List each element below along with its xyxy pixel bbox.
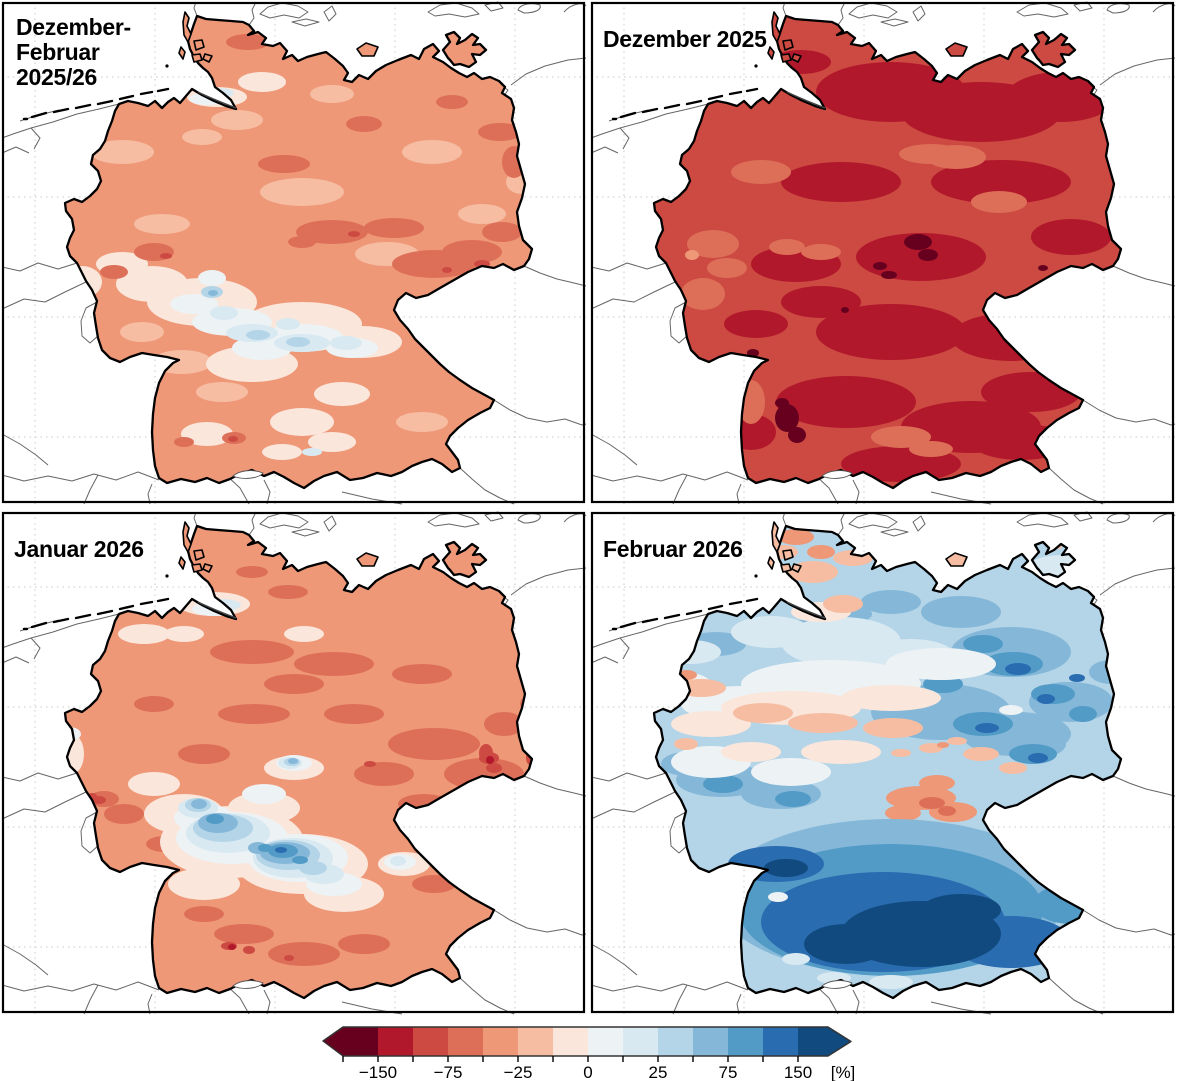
panel-february: Februar 2026: [590, 511, 1176, 1015]
colorbar-segment: [518, 1027, 553, 1056]
colorbar-segment: [763, 1027, 798, 1056]
colorbar-tick-label: 150: [784, 1063, 812, 1081]
colorbar-segment: [448, 1027, 483, 1056]
colorbar-tick-label: −25: [504, 1063, 533, 1081]
colorbar-left-arrow: [323, 1027, 343, 1056]
colorbar-segment: [658, 1027, 693, 1056]
panel-frame: [590, 1, 1175, 504]
panel-frame: [590, 511, 1175, 1014]
colorbar-segment: [693, 1027, 728, 1056]
panel-frame: [1, 511, 586, 1014]
panel-title-line: Februar: [16, 39, 100, 65]
colorbar-right-arrow: [798, 1027, 851, 1056]
colorbar-segment: [343, 1027, 378, 1056]
colorbar-tick-label: 25: [649, 1063, 668, 1081]
colorbar-segment: [378, 1027, 413, 1056]
colorbar-segment: [413, 1027, 448, 1056]
colorbar-segment: [553, 1027, 588, 1056]
panel-january: Januar 2026: [1, 511, 587, 1015]
panel-frame: [1, 1, 586, 504]
colorbar-tick-label: 0: [583, 1063, 592, 1081]
colorbar-segment: [623, 1027, 658, 1056]
panel-title-line: Dezember-: [16, 14, 131, 40]
anomaly-field: [681, 50, 1121, 482]
panel-title-line: 2025/26: [16, 64, 97, 90]
panel-title: Dezember 2025: [603, 26, 767, 52]
colorbar-outline: [322, 1026, 852, 1057]
panel-season: Dezember- Februar 2025/26: [1, 1, 587, 505]
anomaly-field: [65, 26, 532, 460]
panel-title: Januar 2026: [14, 536, 144, 562]
colorbar: −150 −75 −25 0 25 75 150 [%]: [322, 1026, 856, 1081]
colorbar-tick-label: −150: [359, 1063, 397, 1081]
panel-december: Dezember 2025: [590, 1, 1176, 505]
colorbar-tick-label: −75: [434, 1063, 463, 1081]
colorbar-segment: [588, 1027, 623, 1056]
panel-title: Februar 2026: [603, 536, 743, 562]
colorbar-ticks: [342, 1056, 799, 1062]
colorbar-segment: [483, 1027, 518, 1056]
colorbar-unit-label: [%]: [831, 1063, 856, 1081]
colorbar-segment: [728, 1027, 763, 1056]
colorbar-tick-label: 75: [719, 1063, 738, 1081]
